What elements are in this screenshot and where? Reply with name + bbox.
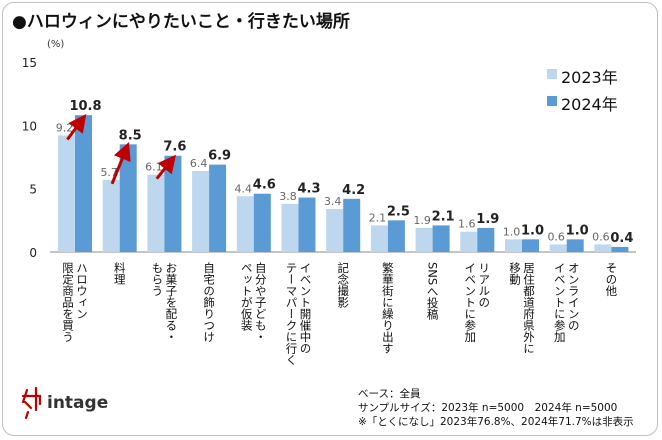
bar-2023 xyxy=(102,179,120,252)
category-label: 料理 xyxy=(113,261,127,285)
category-label: その他 xyxy=(604,262,618,297)
bar-2023 xyxy=(460,231,478,252)
bar-2023 xyxy=(505,239,522,252)
category-label: テーマパークに行く xyxy=(285,262,299,366)
bar-2024 xyxy=(75,115,92,252)
category-label: ペットが仮装 xyxy=(240,262,254,332)
category-label: もらう xyxy=(150,262,164,297)
bar-2023 xyxy=(594,244,612,252)
bar-2024 xyxy=(477,227,495,252)
trend-arrow xyxy=(66,113,87,141)
legend-label-2024: 2024年 xyxy=(561,95,618,114)
value-label-2024: 7.6 xyxy=(163,140,186,155)
bar-2023 xyxy=(370,225,388,252)
bar-2023 xyxy=(236,196,254,252)
note-base: ベース：全員 xyxy=(358,387,421,400)
bar-2023 xyxy=(281,203,299,252)
category-label: 居住都道府県外に xyxy=(522,262,536,354)
bars: 9.2 10.8 5.7 8.5 6.17.6 6.4 6.9 4.4 4.63.8 4.3 3.4… xyxy=(56,99,633,252)
value-label-2024: 2.1 xyxy=(432,209,455,224)
bar-2023 xyxy=(549,244,567,252)
value-label-2023: 4.4 xyxy=(235,182,253,195)
bar-2024 xyxy=(522,239,539,252)
legend-swatch-2023 xyxy=(547,69,557,79)
bar-2024 xyxy=(343,198,361,252)
value-label-2023: 6.1 xyxy=(145,161,163,174)
bar-2024 xyxy=(209,164,227,252)
legend: 2023年 2024年 xyxy=(547,68,618,114)
value-label-2024: 1.0 xyxy=(566,223,589,238)
y-tick-label: 5 xyxy=(29,183,37,197)
y-axis: 0 5 10 15 xyxy=(22,56,37,260)
category-label: 限定商品を買う xyxy=(61,262,75,343)
value-label-2023: 3.8 xyxy=(279,190,297,203)
value-label-2024: 4.6 xyxy=(253,178,276,193)
note-excluded: ※「とくになし」2023年76.8%、2024年71.7%は非表示 xyxy=(358,415,634,428)
value-label-2023: 2.1 xyxy=(369,211,387,224)
value-label-2023: 1.0 xyxy=(503,225,521,238)
value-label-2024: 0.4 xyxy=(610,231,633,246)
bar-2023 xyxy=(58,135,75,252)
category-label: イベント開催中の xyxy=(299,262,313,354)
bar-2023 xyxy=(415,227,433,252)
category-label: イベントに参加 xyxy=(463,262,477,343)
category-label: 繁華街に繰り出す xyxy=(381,261,395,354)
bar-2023 xyxy=(192,170,210,252)
category-label: お菓子を配る・ xyxy=(164,262,178,343)
brand-name: intage xyxy=(47,393,108,413)
trend-arrow xyxy=(155,154,176,180)
y-tick-label: 15 xyxy=(22,56,37,70)
category-label: オンラインの xyxy=(567,262,581,331)
bar-2024 xyxy=(432,225,450,252)
y-tick-label: 10 xyxy=(22,119,37,133)
value-label-2024: 2.5 xyxy=(387,204,410,219)
bar-2024 xyxy=(253,193,271,252)
bar-2024 xyxy=(164,155,182,252)
value-label-2023: 0.6 xyxy=(592,230,610,243)
value-label-2024: 4.3 xyxy=(297,182,320,197)
value-label-2024: 6.9 xyxy=(208,149,231,164)
category-label: 記念撮影 xyxy=(336,261,350,308)
bar-2024 xyxy=(566,239,584,252)
bar-2024 xyxy=(387,220,405,252)
value-label-2024: 10.8 xyxy=(69,99,101,114)
value-label-2023: 6.4 xyxy=(190,157,208,170)
bar-2024 xyxy=(298,197,316,252)
trend-arrow xyxy=(110,141,131,185)
value-label-2024: 1.0 xyxy=(521,223,544,238)
bar-2023 xyxy=(326,208,344,252)
category-label: 移動 xyxy=(508,262,522,286)
legend-swatch-2024 xyxy=(547,96,557,106)
value-label-2023: 1.6 xyxy=(458,218,476,231)
note-sample-size: サンプルサイズ：2023年 n=5000 2024年 n=5000 xyxy=(358,401,617,414)
value-label-2024: 8.5 xyxy=(119,128,142,143)
category-label: リアルの xyxy=(477,262,491,308)
bar-2024 xyxy=(119,144,137,252)
legend-label-2023: 2023年 xyxy=(561,68,618,87)
category-label: イベントに参加 xyxy=(553,262,567,343)
brand-logo: intage xyxy=(21,386,108,420)
category-label: SNSへ投稿 xyxy=(426,262,440,320)
value-label-2023: 5.7 xyxy=(100,166,118,179)
value-label-2024: 1.9 xyxy=(476,212,499,227)
footnotes: ベース：全員 サンプルサイズ：2023年 n=5000 2024年 n=5000… xyxy=(358,387,634,428)
chart-title: ●ハロウィンにやりたいこと・行きたい場所 xyxy=(12,11,350,32)
category-label: ハロウィン xyxy=(75,262,89,320)
value-label-2023: 0.6 xyxy=(547,230,565,243)
value-label-2023: 1.9 xyxy=(413,214,431,227)
trend-arrows xyxy=(66,113,176,185)
y-tick-label: 0 xyxy=(29,246,37,260)
category-label: 自宅の飾りつけ xyxy=(202,262,216,343)
category-label: 自分や子ども・ xyxy=(254,262,268,343)
value-label-2024: 4.2 xyxy=(342,183,365,198)
value-label-2023: 9.2 xyxy=(56,121,74,134)
value-label-2023: 3.4 xyxy=(324,195,342,208)
bar-2023 xyxy=(147,174,165,252)
bar-2024 xyxy=(611,246,629,252)
unit-label: (%) xyxy=(47,39,64,50)
intage-mark-icon xyxy=(21,386,42,420)
